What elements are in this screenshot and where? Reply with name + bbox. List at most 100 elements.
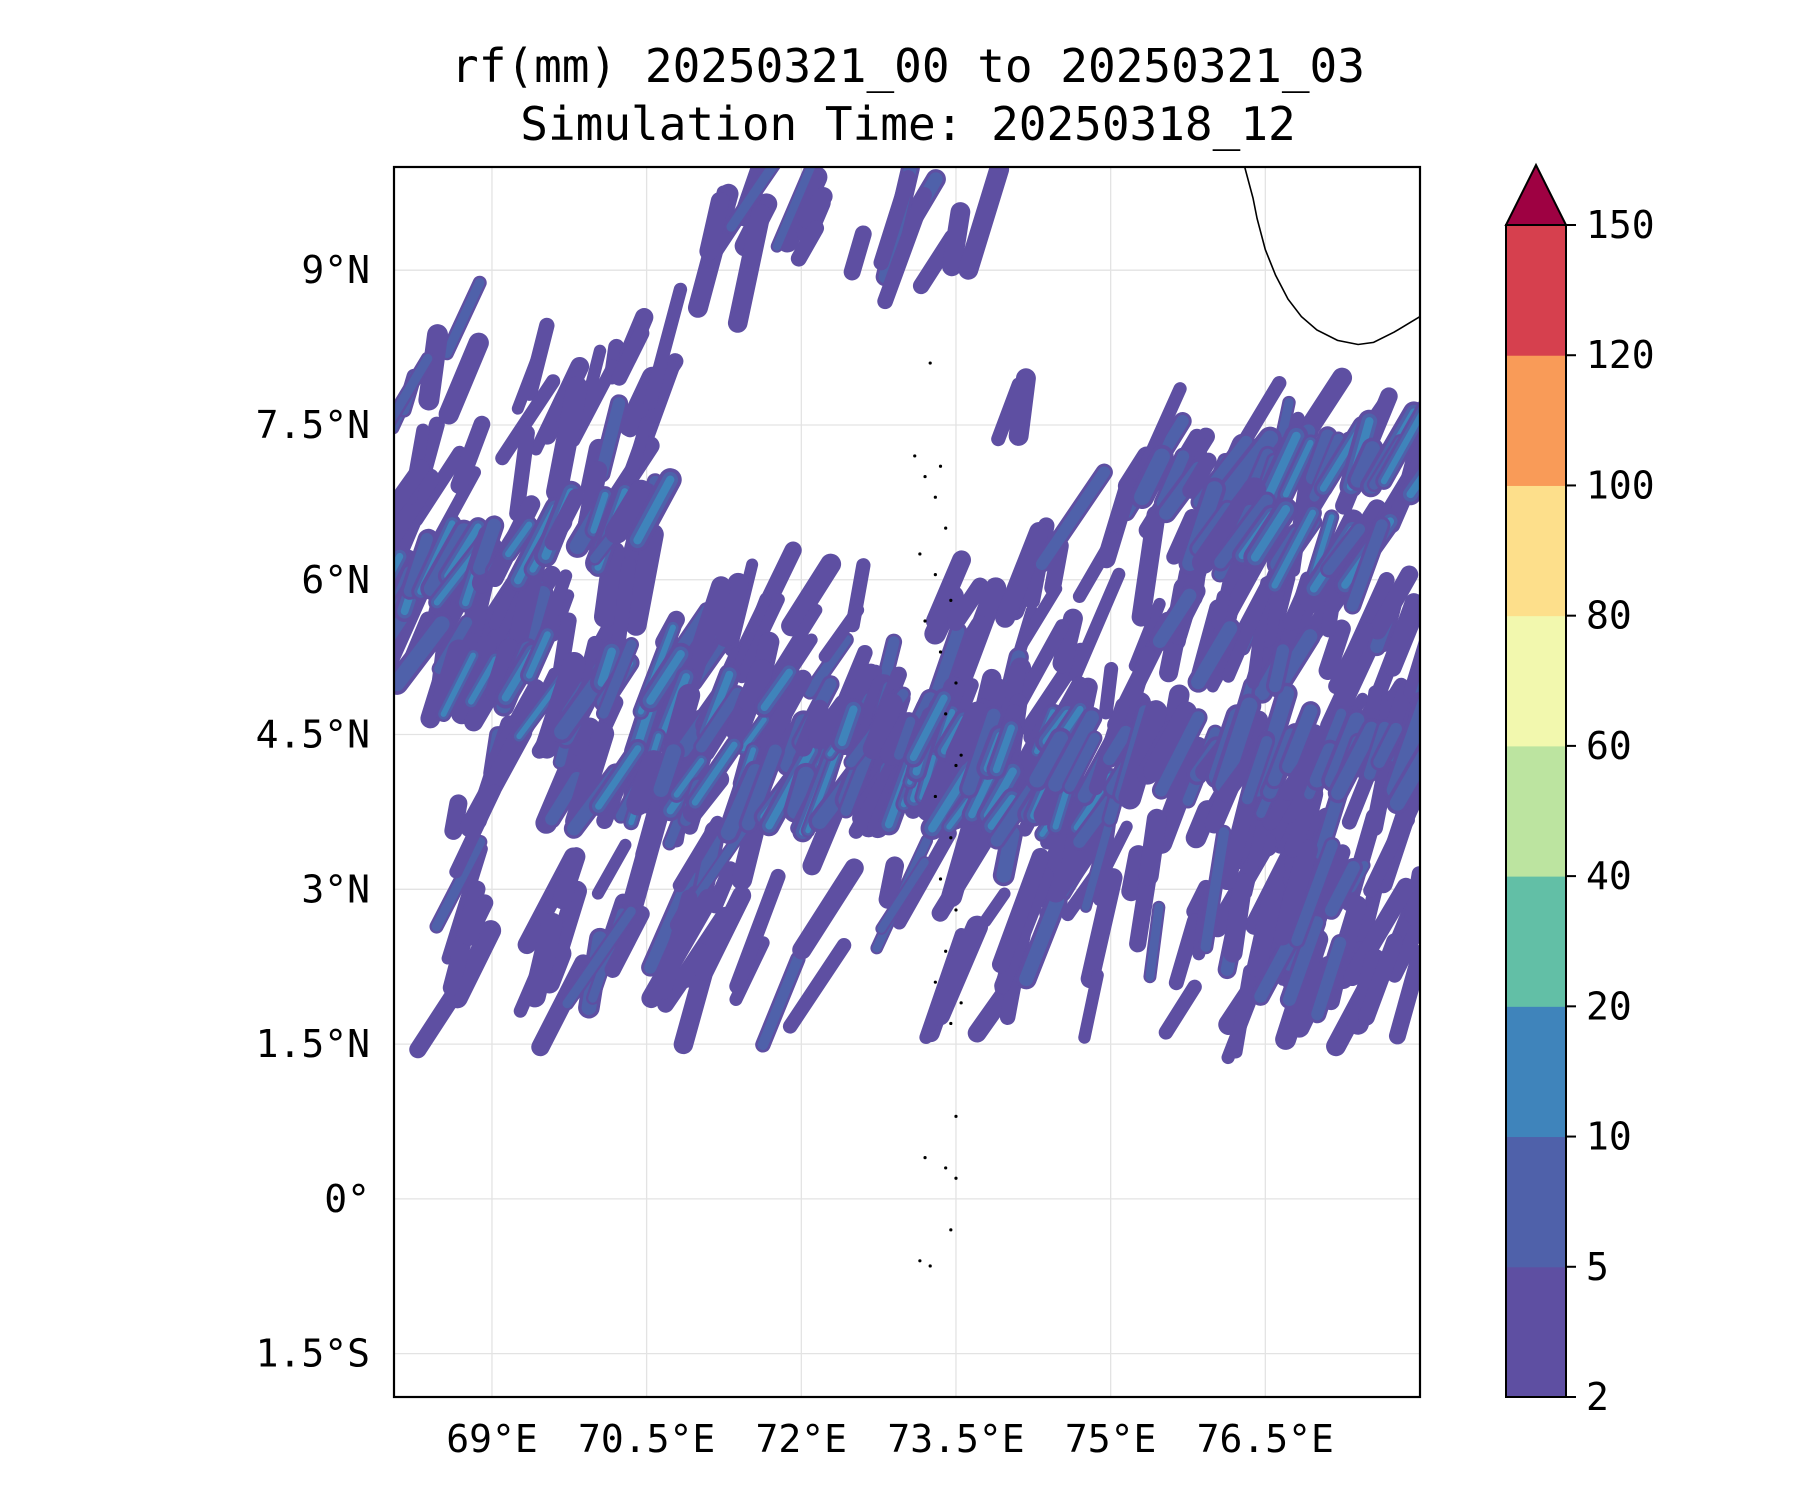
rain-band-0 (749, 669, 812, 769)
island-dot (949, 598, 953, 602)
rain-streak-region-0 (770, 167, 818, 253)
x-tick-label: 70.5°E (578, 1417, 715, 1461)
island-dot (938, 877, 943, 881)
rain-band-3 (584, 486, 615, 540)
island-dot (944, 949, 948, 953)
island-dot (928, 361, 932, 365)
rain-streak-region-2 (1078, 968, 1104, 1044)
colorbar-segment (1506, 876, 1566, 1007)
rain-streak-region-1 (509, 425, 535, 522)
rain-band-0 (520, 625, 557, 685)
rain-band-0 (663, 683, 701, 755)
island-dot (949, 1021, 953, 1026)
rain-streak-region-1 (394, 459, 430, 521)
rain-band-4 (1130, 444, 1174, 509)
rain-band-5 (1166, 509, 1200, 565)
rain-streak-region-2 (782, 938, 852, 1034)
colorbar-segment (1506, 1136, 1566, 1268)
rain-band-3 (394, 546, 410, 589)
rain-streak-region-1 (394, 468, 440, 552)
rain-band-4 (1182, 452, 1217, 499)
rain-streak-region-1 (438, 332, 489, 425)
rain-streak-region-3 (1016, 582, 1063, 649)
rain-streak-region-2 (991, 847, 1050, 974)
rain-band-1 (980, 787, 1023, 837)
rain-streak-region-3 (1072, 531, 1120, 604)
rain-band-2 (1062, 730, 1103, 795)
rain-streak-region-2 (729, 592, 772, 682)
rain-streak-region-2 (878, 856, 905, 909)
rain-streak-region-3 (1033, 463, 1113, 573)
rain-band-2 (1321, 708, 1369, 792)
y-tick-label: 9°N (301, 248, 370, 292)
rain-band-4 (1375, 400, 1420, 490)
rain-streak-region-4 (1187, 617, 1241, 693)
colorbar-label: 120 (1586, 333, 1655, 377)
rain-band-1 (668, 752, 710, 803)
colorbar-label: 60 (1586, 724, 1632, 768)
colorbar-label: 80 (1586, 594, 1632, 638)
colorbar: 2 5 10 20 40 60 80 100 120 150 (1504, 162, 1655, 1419)
rain-band-2 (1099, 722, 1136, 769)
y-tick-label: 0° (324, 1177, 370, 1221)
rain-streak-region-2 (538, 942, 572, 994)
rain-streak-region-2 (875, 855, 931, 935)
rain-band-2 (1370, 720, 1405, 771)
rain-streak-region-4 (1365, 759, 1395, 837)
island-dot (923, 474, 927, 479)
rain-band-6 (862, 693, 903, 760)
rain-streak-region-2 (1052, 608, 1083, 674)
rain-streak-region-4 (1288, 836, 1341, 949)
rain-band-2 (1278, 701, 1321, 777)
colorbar-label: 100 (1586, 463, 1655, 507)
rain-band-2 (1044, 706, 1103, 796)
rain-streak-region-4 (1321, 857, 1363, 920)
map-frame (392, 165, 1422, 1399)
colorbar-label: 150 (1586, 203, 1655, 247)
rain-band-3 (499, 515, 538, 563)
rain-band-0 (485, 638, 520, 703)
rain-band-3 (469, 515, 505, 579)
rain-band-1 (837, 738, 879, 819)
rain-streak-region-1 (593, 541, 625, 628)
rain-streak-region-2 (1123, 646, 1155, 714)
colorbar-segment (1506, 1266, 1566, 1398)
rain-streak-region-4 (1386, 906, 1420, 983)
rain-band-2 (1143, 701, 1197, 782)
rain-streak-region-1 (530, 390, 568, 456)
island-dot (918, 1259, 922, 1263)
island-dot (959, 753, 963, 757)
rain-band-0 (754, 662, 800, 718)
rain-streak-region-4 (1403, 636, 1420, 699)
rain-streak-region-3 (1211, 589, 1231, 630)
x-tick-label: 75°E (1065, 1417, 1157, 1461)
y-tick-label: 4.5°N (256, 713, 370, 757)
rain-streak-region-4 (1328, 622, 1374, 695)
rain-band-1 (717, 760, 767, 844)
rain-streak-region-2 (1318, 619, 1351, 680)
rain-band-6 (795, 699, 829, 757)
chart-title-line1: rf(mm) 20250321_00 to 20250321_03 (451, 39, 1365, 93)
rain-streak-region-1 (439, 275, 487, 361)
rain-streak-region-1 (567, 359, 620, 447)
rain-streak-region-3 (1131, 505, 1166, 627)
rain-streak-region-4 (1343, 877, 1415, 987)
rain-band-5 (1211, 491, 1276, 572)
island-dot (954, 908, 958, 912)
island-dot (933, 794, 937, 799)
rain-band-5 (1265, 503, 1322, 595)
rain-band-0 (736, 712, 772, 756)
rain-streak-region-4 (1272, 839, 1318, 946)
island-dot (928, 1264, 932, 1268)
rain-band-6 (945, 701, 989, 767)
rain-band-2 (1327, 718, 1382, 804)
rain-streak-region-0 (877, 186, 932, 310)
rain-streak-region-2 (892, 826, 957, 930)
rain-streak-region-2 (1388, 944, 1420, 1045)
rain-streak-region-1 (592, 394, 629, 483)
rain-streak-region-2 (523, 912, 563, 1008)
y-tick-label: 6°N (301, 558, 370, 602)
rain-streak-region-2 (1308, 844, 1351, 933)
rain-streak-region-2 (672, 815, 725, 893)
